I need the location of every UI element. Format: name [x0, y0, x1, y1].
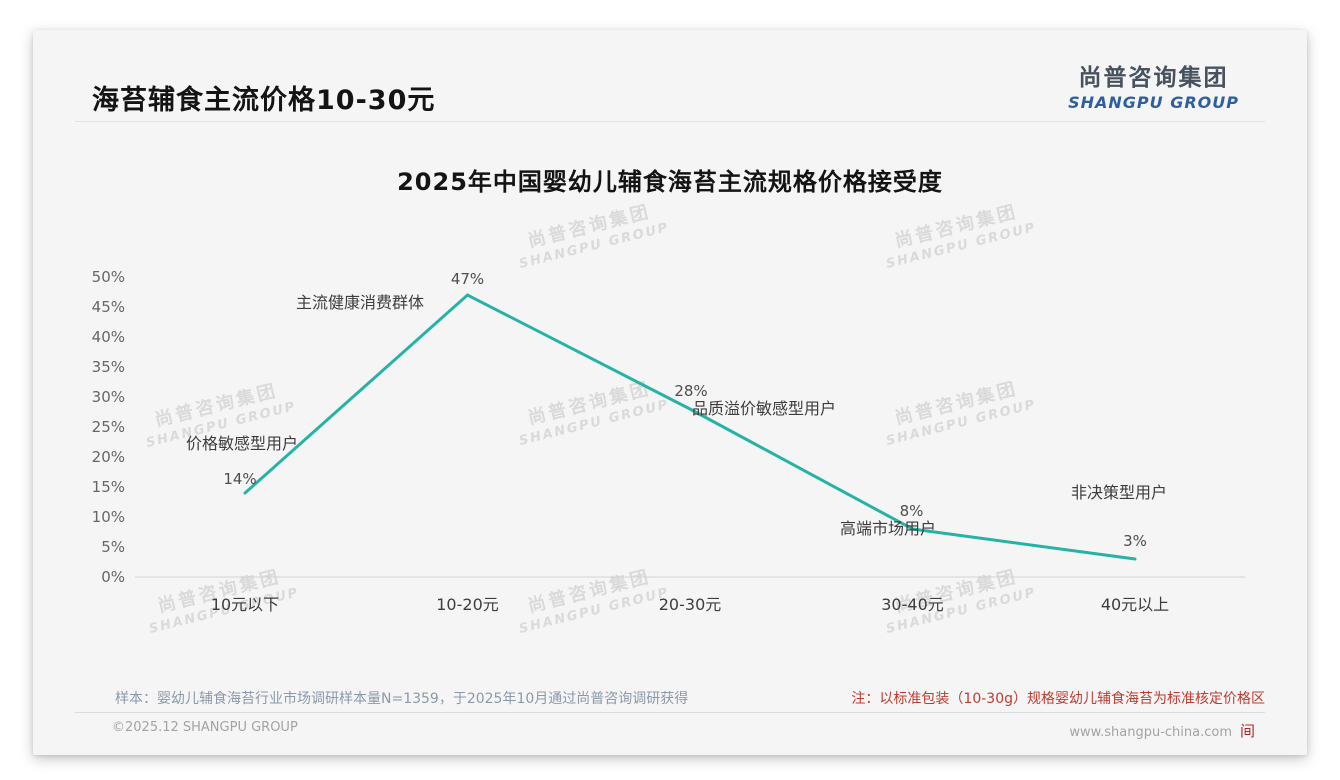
y-tick-label: 15%	[91, 478, 125, 496]
x-axis-label: 20-30元	[658, 595, 722, 614]
y-tick-label: 25%	[91, 418, 125, 436]
y-tick-label: 10%	[91, 508, 125, 526]
y-tick-label: 30%	[91, 388, 125, 406]
price-acceptance-line-chart	[135, 293, 1245, 578]
footer-divider	[75, 712, 1265, 713]
chart-title: 2025年中国婴幼儿辅食海苔主流规格价格接受度	[397, 168, 943, 196]
data-point-value: 28%	[674, 382, 708, 400]
data-point-value: 3%	[1123, 532, 1147, 550]
data-point-value: 14%	[223, 470, 257, 488]
header-divider	[75, 121, 1265, 122]
data-point-value: 47%	[450, 270, 485, 288]
y-tick-label: 45%	[91, 298, 125, 316]
y-tick-label: 20%	[91, 448, 125, 466]
y-tick-label: 5%	[101, 538, 125, 556]
y-tick-label: 0%	[101, 568, 125, 586]
point-annotation: 价格敏感型用户	[185, 434, 299, 453]
x-axis-label: 10-20元	[436, 595, 499, 614]
point-annotation: 品质溢价敏感型用户	[691, 399, 837, 418]
logo-chinese-name: 尚普咨询集团	[1078, 65, 1229, 91]
red-seal-glyph: 间	[1239, 722, 1255, 740]
x-axis-label: 30-40元	[881, 595, 944, 614]
logo-english-name: SHANGPU GROUP	[1068, 93, 1239, 112]
page-title: 海苔辅食主流价格10-30元	[92, 85, 436, 116]
point-annotation: 非决策型用户	[1070, 483, 1168, 502]
series-line	[243, 293, 1137, 561]
point-annotation: 主流健康消费群体	[295, 293, 425, 312]
copyright-text: ©2025.12 SHANGPU GROUP	[112, 720, 298, 735]
company-logo: 尚普咨询集团 SHANGPU GROUP	[1068, 58, 1239, 112]
slide-card: 海苔辅食主流价格10-30元 尚普咨询集团 SHANGPU GROUP 2025…	[33, 30, 1307, 755]
sample-footnote: 样本：婴幼儿辅食海苔行业市场调研样本量N=1359，于2025年10月通过尚普咨…	[115, 691, 689, 707]
footer-right: www.shangpu-china.com 间	[1069, 720, 1255, 741]
x-axis-label: 10元以下	[210, 595, 280, 614]
data-point-value: 8%	[899, 502, 924, 520]
pricing-note: 注：以标准包装（10-30g）规格婴幼儿辅食海苔为标准核定价格区	[851, 691, 1265, 707]
x-axis-label: 40元以上	[1100, 595, 1170, 614]
point-annotation: 高端市场用户	[839, 519, 937, 538]
y-tick-label: 50%	[91, 268, 125, 286]
y-tick-label: 40%	[91, 328, 125, 346]
website-link[interactable]: www.shangpu-china.com	[1069, 725, 1232, 740]
y-tick-label: 35%	[91, 358, 125, 376]
